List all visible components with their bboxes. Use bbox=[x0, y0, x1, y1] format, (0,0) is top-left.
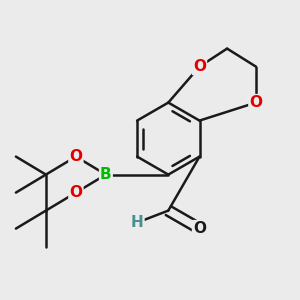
Text: O: O bbox=[193, 59, 206, 74]
Text: O: O bbox=[249, 95, 262, 110]
Text: O: O bbox=[193, 221, 206, 236]
Text: B: B bbox=[100, 167, 112, 182]
Text: O: O bbox=[69, 185, 82, 200]
Text: H: H bbox=[131, 215, 143, 230]
Text: O: O bbox=[69, 149, 82, 164]
